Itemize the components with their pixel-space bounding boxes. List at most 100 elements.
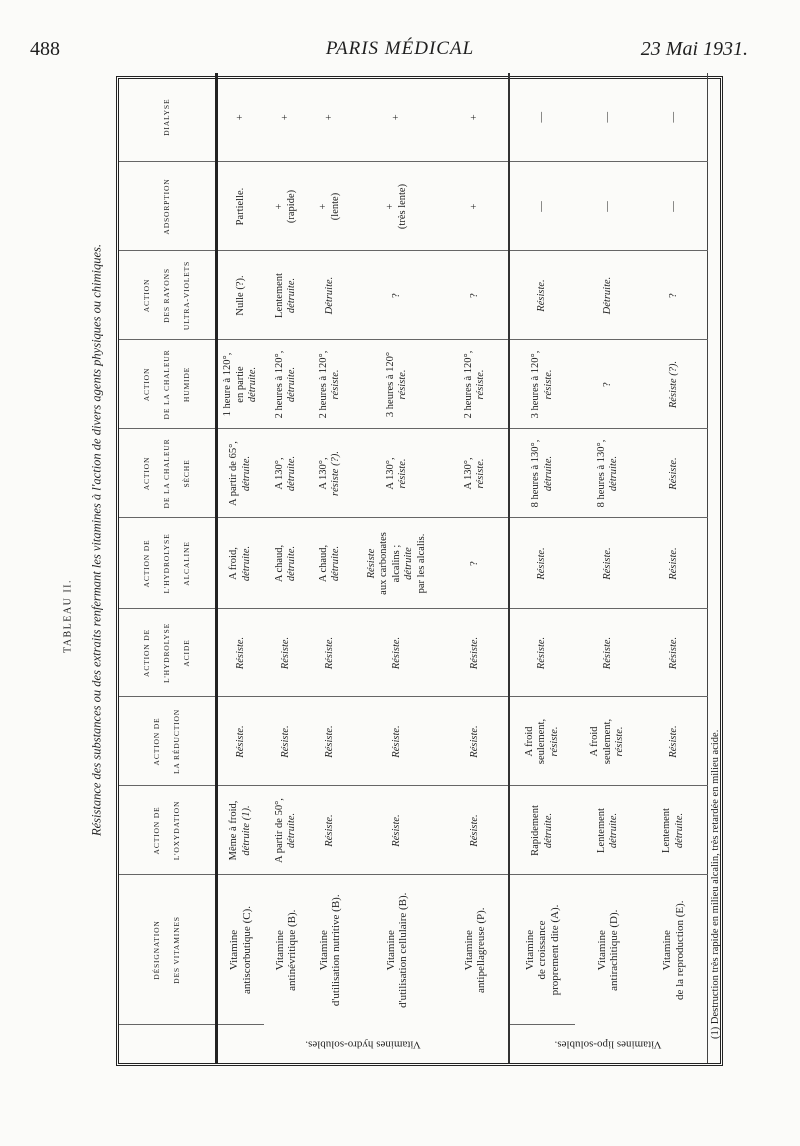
cell-text: 3 heures à 120° bbox=[384, 351, 396, 418]
table-cell: Résiste. bbox=[575, 518, 641, 609]
column-header-line: DES RAYONS bbox=[161, 268, 171, 323]
cell-text: (très lente) bbox=[397, 183, 408, 230]
cell-text: antirachitique (D). bbox=[608, 909, 620, 991]
cell-text: Résiste bbox=[365, 548, 377, 579]
table-cell: Lentement détruite. bbox=[641, 786, 707, 875]
cell-text: Résiste. bbox=[468, 636, 480, 670]
cell-text: A 130°, bbox=[384, 457, 396, 490]
table-cell: A chaud, détruite. bbox=[308, 518, 352, 609]
table-cell: Rapidement détruite. bbox=[509, 786, 575, 875]
vitamin-resistance-table: DÉSIGNATION DES VITAMINES ACTION DE L'OXYDA… bbox=[116, 73, 725, 1066]
table-cell: A partir de 65°, détruite. bbox=[216, 429, 264, 518]
table-cell: Lentement détruite. bbox=[264, 251, 308, 340]
table-cell: Même à froid, détruite (1). bbox=[216, 786, 264, 875]
table-cell: ? bbox=[575, 340, 641, 429]
cell-text: résiste. bbox=[475, 458, 486, 489]
cell-text: Détruite. bbox=[323, 276, 335, 315]
table-cell: ? bbox=[641, 251, 707, 340]
cell-text: ? bbox=[468, 561, 480, 566]
column-header-line: ACIDE bbox=[181, 639, 191, 667]
column-header-line: ALCALINE bbox=[181, 541, 191, 586]
cell-text: par les alcalis. bbox=[415, 533, 427, 594]
cell-text: 1 heure à 120°, bbox=[222, 352, 233, 417]
cell-text: Résiste. bbox=[601, 547, 613, 580]
cell-text: Résiste. bbox=[390, 636, 402, 670]
cell-text: — bbox=[601, 201, 613, 212]
group-label: Vitamines lipo-solubles. bbox=[554, 1038, 662, 1051]
cell-text: Vitamine bbox=[595, 930, 608, 971]
cell-text: Lentement bbox=[661, 808, 673, 853]
cell-text: détruite bbox=[403, 547, 415, 580]
table-cell: A chaud, détruite. bbox=[264, 518, 308, 609]
column-header-line: ACTION bbox=[141, 456, 151, 491]
cell-text: détruite. bbox=[673, 812, 685, 849]
cell-text: détruite. bbox=[286, 366, 297, 403]
cell-text: Résiste. bbox=[536, 636, 548, 670]
table-cell: 3 heures à 120° résiste. bbox=[352, 340, 442, 429]
table-cell: Résiste. bbox=[352, 609, 442, 697]
cell-text: A 130°, bbox=[462, 457, 474, 490]
cell-text: Résiste. bbox=[468, 814, 480, 847]
cell-text: Résiste. bbox=[323, 725, 335, 758]
cell-text: Lentement bbox=[273, 273, 285, 318]
column-header-line: DIALYSE bbox=[161, 98, 171, 136]
table-cell: A 130°, résiste. bbox=[442, 429, 509, 518]
cell-text: détruite. bbox=[542, 455, 554, 492]
cell-text: résiste. bbox=[397, 369, 408, 400]
cell-text: + bbox=[468, 203, 480, 210]
table-cell: 2 heures à 120°, résiste. bbox=[442, 340, 509, 429]
cell-text: détruite. bbox=[608, 812, 619, 849]
table-cell: Résiste. bbox=[641, 609, 707, 697]
column-header-line: ACTION DE bbox=[151, 717, 161, 766]
vitamin-name-cell: Vitamine antirachitique (D). bbox=[575, 875, 641, 1025]
table-cell: — bbox=[509, 162, 575, 251]
vitamin-name-cell: Vitamine antipellagreuse (P). bbox=[442, 875, 509, 1025]
table-cell: A froid seulement, résiste. bbox=[575, 697, 641, 786]
column-header-line: ACTION DE bbox=[151, 806, 161, 855]
table-cell: Résiste. bbox=[575, 609, 641, 697]
table-cell: 1 heure à 120°, en partie détruite. bbox=[216, 340, 264, 429]
table-cell: ? bbox=[442, 251, 509, 340]
column-header: ACTION DE LA CHALEUR SÈCHE bbox=[119, 429, 216, 518]
column-header: ACTION DE LA CHALEUR HUMIDE bbox=[119, 340, 216, 429]
table-row: Vitamines hydro-solubles. Vitamine antisco… bbox=[216, 73, 420, 1063]
cell-text: de la reproduction (E). bbox=[673, 900, 686, 1001]
group-label-cell: Vitamines hydro-solubles. bbox=[216, 1025, 509, 1063]
column-header-line: HUMIDE bbox=[181, 366, 191, 403]
table-cell: + bbox=[442, 162, 509, 251]
cell-text: Partielle. bbox=[234, 187, 246, 226]
column-header-line: DE LA CHALEUR bbox=[161, 438, 171, 509]
column-header: ACTION DE LA RÉDUCTION bbox=[119, 697, 216, 786]
cell-text: — bbox=[667, 112, 679, 123]
column-header: DIALYSE bbox=[119, 73, 216, 162]
table-caption: Résistance des substances ou des extrait… bbox=[89, 243, 104, 837]
table-cell: Résiste. bbox=[264, 609, 308, 697]
table-row: Vitamine de la reproduction (E). Lentement… bbox=[641, 73, 707, 1063]
cell-text: détruite. bbox=[286, 545, 297, 582]
cell-text: + bbox=[390, 114, 402, 121]
cell-text: + bbox=[279, 114, 291, 121]
cell-text: Résiste. bbox=[279, 725, 291, 758]
cell-text: résiste. bbox=[475, 369, 486, 400]
table-cell: Résiste. bbox=[641, 518, 707, 609]
table-cell: Résiste (?). bbox=[641, 340, 707, 429]
cell-text: résiste (?). bbox=[330, 451, 341, 496]
cell-text: Vitamine bbox=[273, 930, 286, 971]
cell-text: Résiste. bbox=[323, 636, 335, 670]
column-header: ADSORPTION bbox=[119, 162, 216, 251]
vitamin-name-cell: Vitamine d'utilisation cellulaire (B). bbox=[352, 875, 442, 1025]
cell-text: résiste. bbox=[397, 458, 408, 489]
cell-text: ? bbox=[667, 293, 679, 298]
table-cell: Résiste. bbox=[442, 786, 509, 875]
column-header-line: LA RÉDUCTION bbox=[171, 708, 181, 775]
cell-text: Vitamine bbox=[384, 930, 397, 971]
table-cell: A 130°, résiste. bbox=[352, 429, 442, 518]
cell-text: 2 heures à 120°, bbox=[462, 350, 474, 419]
table-cell: + (lente) bbox=[308, 162, 352, 251]
cell-text: ? bbox=[601, 382, 613, 387]
column-header: ACTION DE L'OXYDATION bbox=[119, 786, 216, 875]
cell-text: Résiste. bbox=[468, 725, 480, 758]
cell-text: détruite. bbox=[286, 812, 297, 849]
cell-text: + bbox=[384, 203, 396, 210]
table-row: Vitamine antirachitique (D). Lentement détr… bbox=[575, 73, 641, 1063]
